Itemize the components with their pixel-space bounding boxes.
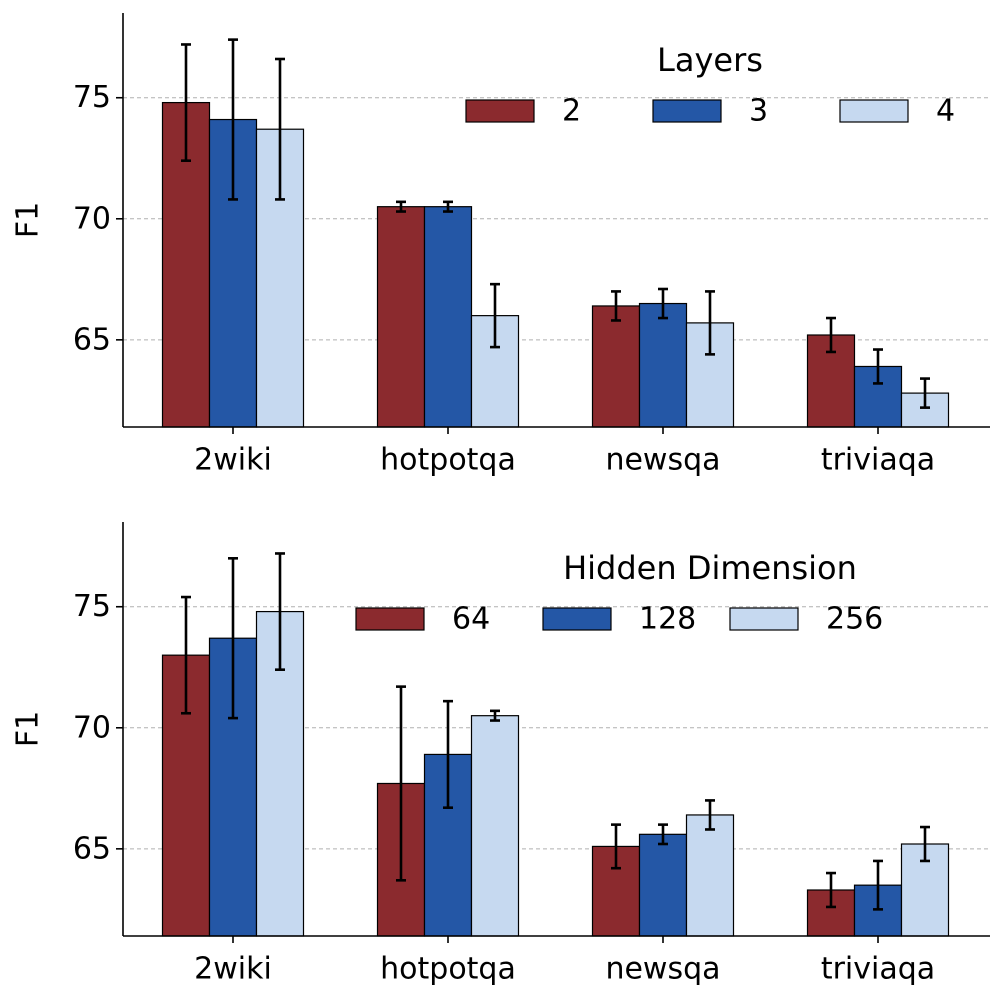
- legend-label: 128: [639, 602, 696, 637]
- y-tick-label: 70: [73, 710, 111, 745]
- legend-swatch: [729, 607, 799, 631]
- bar: [423, 206, 473, 428]
- legend-label: 4: [936, 94, 955, 129]
- y-axis-label: F1: [11, 202, 46, 238]
- legend-swatch: [652, 99, 722, 123]
- y-tick-label: 65: [73, 322, 111, 357]
- chart-hidden-dimension: 65 70 75 2wiki hotpotqa newsqa triviaqa F1 Hidde…: [11, 522, 990, 987]
- x-tick-label: newsqa: [605, 952, 720, 987]
- x-tick-label: triviaqa: [821, 952, 935, 987]
- y-tick-label: 70: [73, 201, 111, 236]
- legend-swatch: [839, 99, 909, 123]
- bar: [638, 833, 688, 937]
- x-tick-label: hotpotqa: [380, 952, 516, 987]
- x-tick-label: 2wiki: [194, 952, 272, 987]
- legend-label: 3: [749, 94, 768, 129]
- legend-title: Layers: [657, 41, 763, 79]
- x-tick-label: newsqa: [605, 443, 720, 478]
- legend-swatch: [465, 99, 535, 123]
- legend-label: 64: [452, 602, 490, 637]
- legend-label: 256: [826, 602, 883, 637]
- chart-layers: 65 70 75 2wiki hotpotqa newsqa triviaqa F1 Layer…: [11, 13, 990, 478]
- legend-title: Hidden Dimension: [563, 549, 857, 587]
- bar: [470, 715, 520, 937]
- legend-swatch: [542, 607, 612, 631]
- x-tick-label: triviaqa: [821, 443, 935, 478]
- bar: [591, 305, 641, 428]
- bar: [376, 206, 426, 428]
- y-tick-label: 65: [73, 831, 111, 866]
- legend-label: 2: [562, 94, 581, 129]
- y-tick-label: 75: [73, 589, 111, 624]
- legend-swatch: [355, 607, 425, 631]
- y-tick-label: 75: [73, 80, 111, 115]
- x-tick-label: hotpotqa: [380, 443, 516, 478]
- x-tick-label: 2wiki: [194, 443, 272, 478]
- bar: [638, 302, 688, 428]
- y-axis-label: F1: [11, 711, 46, 747]
- bar: [685, 814, 735, 937]
